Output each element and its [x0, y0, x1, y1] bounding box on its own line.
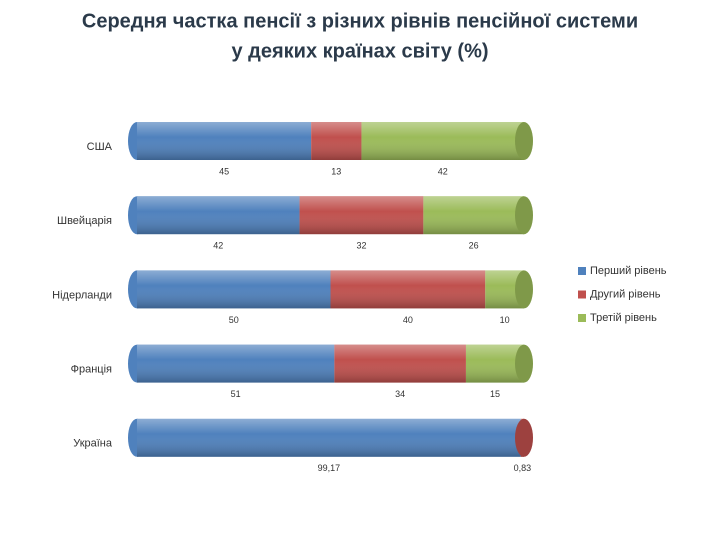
bar-shade — [137, 418, 521, 457]
data-label: 42 — [438, 166, 448, 176]
bar-shade — [137, 270, 331, 309]
data-label: 50 — [229, 315, 239, 325]
data-label: 10 — [500, 315, 510, 325]
category-label: Нідерланди — [52, 289, 112, 301]
category-label: Франція — [71, 364, 112, 376]
bar-cap-shade — [515, 418, 533, 457]
chart-title: Середня частка пенсії з різних рівнів пе… — [82, 10, 638, 32]
bar-cap — [515, 196, 533, 235]
chart-title: у деяких країнах світу (%) — [231, 40, 488, 62]
legend-swatch — [578, 290, 586, 299]
bar-cap — [515, 270, 533, 309]
bar-shade — [299, 196, 424, 235]
data-label: 51 — [231, 389, 241, 399]
legend-swatch — [578, 267, 586, 275]
bar-shade — [465, 344, 524, 383]
bar-shade — [137, 196, 300, 235]
data-label: 40 — [403, 315, 413, 325]
bar-shade — [334, 344, 466, 383]
bar-shade — [423, 196, 524, 235]
data-label: 42 — [213, 241, 223, 251]
data-label: 34 — [395, 389, 405, 399]
category-label: США — [87, 141, 113, 153]
bar-cap-shade — [515, 270, 533, 309]
category-label: Швейцарія — [57, 215, 112, 227]
bar-shade — [137, 122, 312, 160]
category-label: Україна — [73, 438, 113, 450]
bar-shade — [137, 344, 335, 383]
legend-swatch — [578, 314, 586, 322]
data-label: 0,83 — [514, 463, 532, 473]
bar-cap-shade — [515, 196, 533, 235]
data-label: 15 — [490, 389, 500, 399]
data-label: 26 — [469, 241, 479, 251]
legend-label: Перший рівень — [590, 265, 667, 277]
bar-shade — [330, 270, 486, 309]
bar-cap — [515, 344, 533, 383]
bar-cap-shade — [515, 344, 533, 383]
legend-label: Другий рівень — [590, 288, 661, 300]
data-label: 45 — [219, 166, 229, 176]
bar-shade — [311, 122, 362, 160]
legend-label: Третій рівень — [590, 312, 657, 324]
bar-cap — [515, 418, 533, 457]
bar-cap — [515, 122, 533, 160]
bar-shade — [361, 122, 524, 160]
data-label: 99,17 — [318, 463, 341, 473]
bar-cap-shade — [515, 122, 533, 160]
data-label: 32 — [356, 241, 366, 251]
data-label: 13 — [331, 166, 341, 176]
